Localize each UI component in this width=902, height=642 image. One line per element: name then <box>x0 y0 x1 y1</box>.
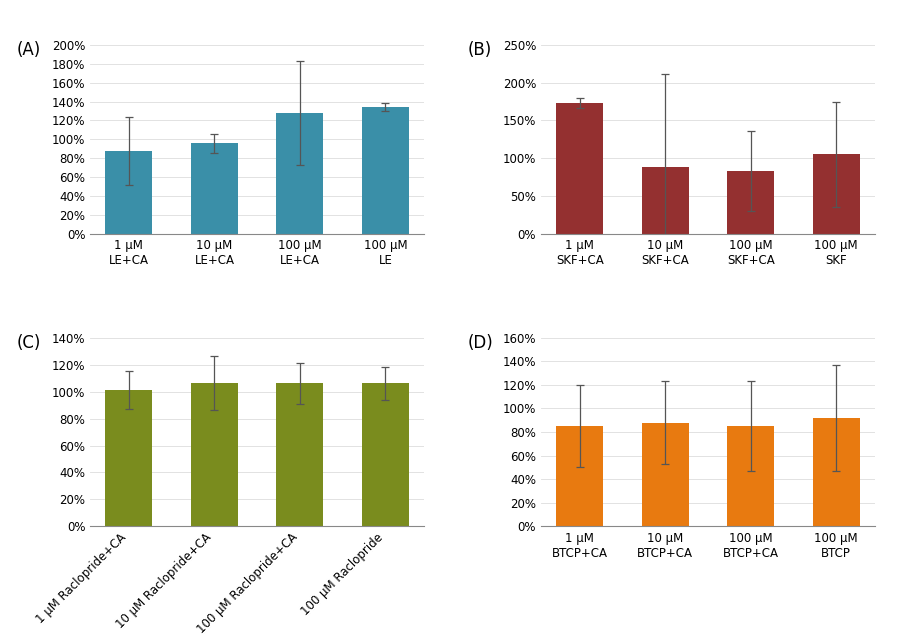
Bar <box>813 155 860 234</box>
Text: (C): (C) <box>17 334 41 352</box>
Bar <box>557 103 603 234</box>
Bar <box>276 383 324 526</box>
Bar <box>641 168 689 234</box>
Bar <box>362 383 409 526</box>
Bar <box>557 426 603 526</box>
Text: (A): (A) <box>17 41 41 59</box>
Text: (B): (B) <box>467 41 492 59</box>
Bar <box>813 418 860 526</box>
Bar <box>191 383 238 526</box>
Bar <box>106 151 152 234</box>
Bar <box>276 113 324 234</box>
Bar <box>727 171 774 234</box>
Bar <box>727 426 774 526</box>
Bar <box>641 422 689 526</box>
Text: (D): (D) <box>467 334 493 352</box>
Bar <box>106 390 152 526</box>
Bar <box>362 107 409 234</box>
Bar <box>191 143 238 234</box>
